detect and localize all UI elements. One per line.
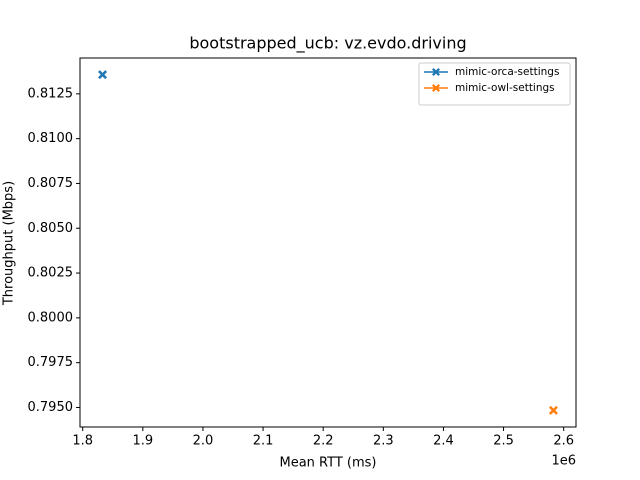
x-tick-label: 2.6: [553, 434, 574, 449]
y-tick-label: 0.8100: [28, 131, 74, 146]
x-tick-label: 2.3: [373, 434, 394, 449]
y-tick-label: 0.8075: [28, 176, 74, 191]
x-tick-label: 1.8: [72, 434, 93, 449]
x-tick-label: 2.5: [493, 434, 514, 449]
x-tick-label: 2.0: [193, 434, 214, 449]
y-tick-label: 0.7975: [28, 355, 74, 370]
y-tick-label: 0.7950: [28, 400, 74, 415]
x-offset-label: 1e6: [551, 454, 576, 469]
marker: [548, 405, 558, 415]
x-axis-label: Mean RTT (ms): [279, 456, 376, 471]
legend-label: mimic-orca-settings: [455, 66, 559, 78]
chart-title: bootstrapped_ucb: vz.evdo.driving: [189, 34, 466, 54]
legend-marker: [432, 68, 440, 76]
x-tick-label: 2.4: [433, 434, 454, 449]
legend-label: mimic-owl-settings: [455, 82, 555, 94]
plot-frame: [79, 57, 577, 428]
y-tick-label: 0.8125: [28, 86, 74, 101]
legend-box: [418, 62, 571, 106]
x-tick-label: 2.2: [313, 434, 334, 449]
y-tick-label: 0.8025: [28, 266, 74, 281]
y-axis-label: Throughput (Mbps): [2, 181, 17, 306]
marker: [98, 70, 108, 80]
x-tick-label: 2.1: [253, 434, 274, 449]
x-tick-label: 1.9: [132, 434, 153, 449]
legend-marker: [432, 84, 440, 92]
y-tick-label: 0.8050: [28, 221, 74, 236]
y-tick-label: 0.8000: [28, 310, 74, 325]
